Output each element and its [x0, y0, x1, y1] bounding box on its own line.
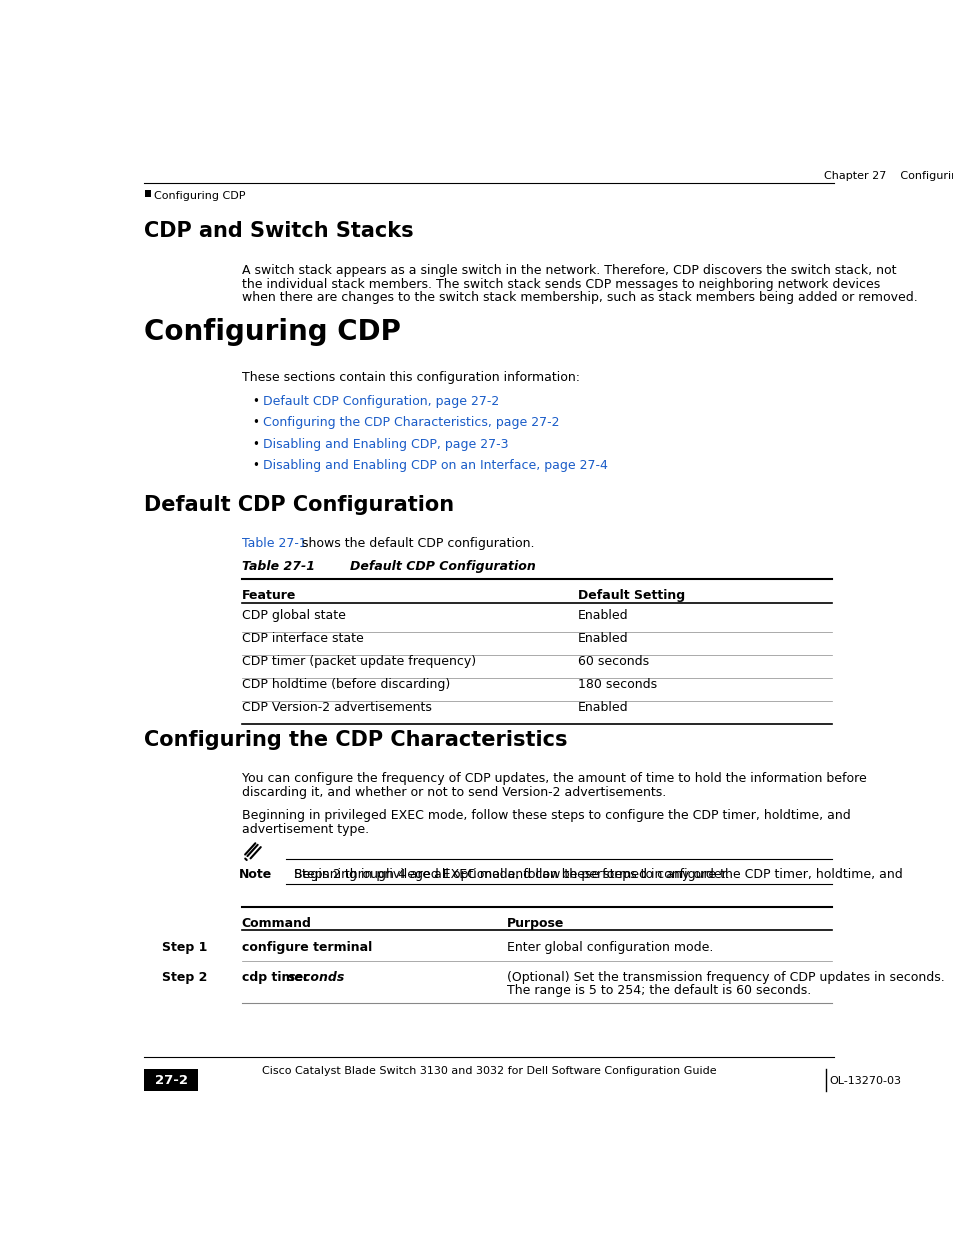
Text: shows the default CDP configuration.: shows the default CDP configuration. — [298, 537, 535, 550]
Text: Feature: Feature — [241, 589, 295, 601]
Text: Default CDP Configuration: Default CDP Configuration — [144, 495, 454, 515]
Text: •: • — [253, 437, 259, 451]
Text: Step 2: Step 2 — [162, 971, 207, 983]
Text: Table 27-1        Default CDP Configuration: Table 27-1 Default CDP Configuration — [241, 561, 535, 573]
Text: •: • — [253, 416, 259, 429]
Text: CDP interface state: CDP interface state — [241, 632, 363, 645]
Text: Note: Note — [239, 868, 273, 881]
Bar — [144, 1070, 198, 1091]
Text: Table 27-1: Table 27-1 — [241, 537, 306, 550]
Bar — [145, 190, 151, 196]
Text: Cisco Catalyst Blade Switch 3130 and 3032 for Dell Software Configuration Guide: Cisco Catalyst Blade Switch 3130 and 303… — [261, 1066, 716, 1076]
Text: cdp timer: cdp timer — [241, 971, 313, 983]
Text: Enabled: Enabled — [578, 609, 628, 621]
Text: advertisement type.: advertisement type. — [241, 823, 369, 836]
Text: Steps 2 through 4 are all optional and can be performed in any order.: Steps 2 through 4 are all optional and c… — [294, 868, 728, 881]
Text: Command: Command — [241, 916, 312, 930]
Text: CDP and Switch Stacks: CDP and Switch Stacks — [144, 221, 414, 241]
Text: 180 seconds: 180 seconds — [578, 678, 657, 690]
Text: CDP global state: CDP global state — [241, 609, 345, 621]
Text: Configuring CDP: Configuring CDP — [154, 191, 245, 201]
Text: CDP timer (packet update frequency): CDP timer (packet update frequency) — [241, 655, 476, 668]
Text: The range is 5 to 254; the default is 60 seconds.: The range is 5 to 254; the default is 60… — [506, 984, 810, 998]
Text: when there are changes to the switch stack membership, such as stack members bei: when there are changes to the switch sta… — [241, 291, 917, 304]
Text: Enabled: Enabled — [578, 701, 628, 714]
Text: (Optional) Set the transmission frequency of CDP updates in seconds.: (Optional) Set the transmission frequenc… — [506, 971, 943, 983]
Text: the individual stack members. The switch stack sends CDP messages to neighboring: the individual stack members. The switch… — [241, 278, 879, 290]
Text: CDP holdtime (before discarding): CDP holdtime (before discarding) — [241, 678, 450, 690]
Text: A switch stack appears as a single switch in the network. Therefore, CDP discove: A switch stack appears as a single switc… — [241, 264, 895, 277]
Text: CDP Version-2 advertisements: CDP Version-2 advertisements — [241, 701, 431, 714]
Text: Disabling and Enabling CDP, page 27-3: Disabling and Enabling CDP, page 27-3 — [262, 437, 508, 451]
Text: 60 seconds: 60 seconds — [578, 655, 648, 668]
Text: Default CDP Configuration, page 27-2: Default CDP Configuration, page 27-2 — [262, 395, 498, 408]
Text: Purpose: Purpose — [506, 916, 563, 930]
Text: seconds: seconds — [288, 971, 345, 983]
Text: These sections contain this configuration information:: These sections contain this configuratio… — [241, 372, 579, 384]
Text: Enter global configuration mode.: Enter global configuration mode. — [506, 941, 713, 955]
Text: Beginning in privileged EXEC mode, follow these steps to configure the CDP timer: Beginning in privileged EXEC mode, follo… — [294, 868, 902, 881]
Text: You can configure the frequency of CDP updates, the amount of time to hold the i: You can configure the frequency of CDP u… — [241, 772, 865, 785]
Text: discarding it, and whether or not to send Version-2 advertisements.: discarding it, and whether or not to sen… — [241, 785, 665, 799]
Text: OL-13270-03: OL-13270-03 — [828, 1076, 901, 1086]
Text: Configuring the CDP Characteristics: Configuring the CDP Characteristics — [144, 730, 567, 750]
Text: Beginning in privileged EXEC mode, follow these steps to configure the CDP timer: Beginning in privileged EXEC mode, follo… — [241, 809, 849, 821]
Text: Configuring CDP: Configuring CDP — [144, 317, 400, 346]
Text: Disabling and Enabling CDP on an Interface, page 27-4: Disabling and Enabling CDP on an Interfa… — [262, 459, 607, 472]
Text: Enabled: Enabled — [578, 632, 628, 645]
Text: •: • — [253, 395, 259, 408]
Text: Configuring the CDP Characteristics, page 27-2: Configuring the CDP Characteristics, pag… — [262, 416, 558, 429]
Text: Chapter 27    Configuring CDP: Chapter 27 Configuring CDP — [823, 172, 953, 182]
Text: Default Setting: Default Setting — [578, 589, 684, 601]
Text: •: • — [253, 459, 259, 472]
Text: configure terminal: configure terminal — [241, 941, 372, 955]
Text: 27-2: 27-2 — [154, 1073, 188, 1087]
Text: Step 1: Step 1 — [162, 941, 207, 955]
